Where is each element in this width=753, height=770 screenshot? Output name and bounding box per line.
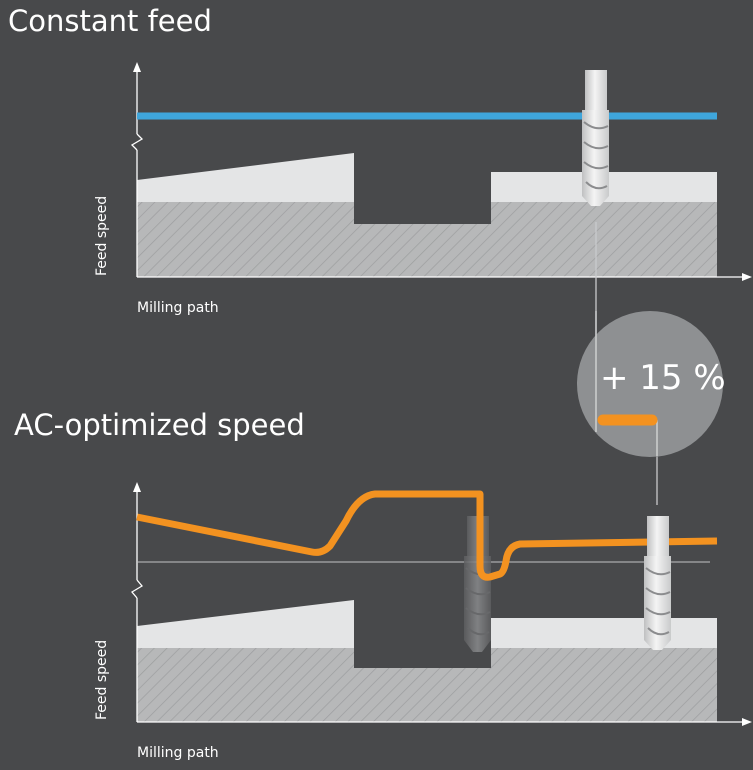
top-axes (130, 68, 745, 278)
zigzag-break-icon (130, 133, 144, 151)
top-workpiece-base (137, 202, 717, 277)
top-y-axis-arrow (133, 62, 141, 72)
speed-gain-badge: + 15 % (577, 311, 726, 457)
top-x-axis-arrow (742, 273, 752, 281)
bottom-workpiece-base (137, 648, 717, 722)
bottom-panel-title: AC-optimized speed (14, 408, 305, 442)
bottom-x-axis-label: Milling path (137, 745, 219, 761)
bottom-panel: AC-optimized speed (14, 408, 752, 761)
end-mill-cutter-icon (644, 516, 671, 650)
bottom-axes (131, 488, 745, 723)
speed-gain-label: + 15 % (600, 358, 726, 398)
top-y-axis-label: Feed speed (94, 196, 110, 276)
bottom-x-axis-arrow (742, 718, 752, 726)
bottom-workpiece (137, 600, 717, 722)
top-panel: Constant feed Feed speed Milling path (8, 4, 752, 316)
zigzag-break-icon (131, 579, 143, 599)
top-x-axis-label: Milling path (137, 300, 219, 316)
top-panel-title: Constant feed (8, 4, 212, 38)
top-wedge-layer (137, 153, 354, 202)
bottom-y-axis-label: Feed speed (94, 640, 110, 720)
end-mill-cutter-icon (582, 70, 609, 206)
bottom-y-axis-arrow (133, 482, 141, 492)
ac-optimized-feed-line (136, 490, 718, 581)
top-workpiece (137, 153, 717, 277)
bottom-flat-layer (491, 618, 717, 648)
bottom-wedge-layer (137, 600, 354, 648)
